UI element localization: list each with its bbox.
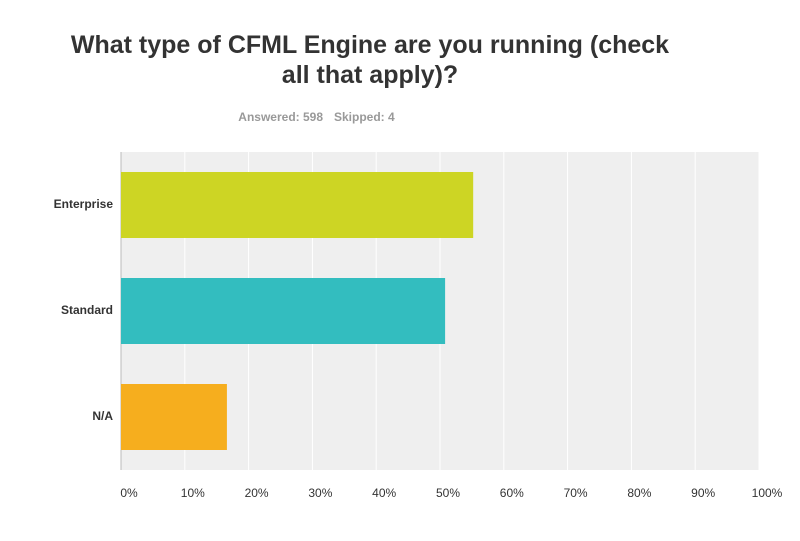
x-tick-label: 30% [308,486,332,500]
bar [121,172,474,238]
y-tick-label: N/A [92,409,113,423]
answered: Answered: 598 [238,110,323,124]
y-tick-label: Standard [61,303,113,317]
x-tick-label: 60% [500,486,524,500]
bar [121,384,227,450]
x-tick-label: 0% [120,486,138,500]
bar [121,278,446,344]
skipped: Skipped: 4 [334,110,395,124]
y-tick-label: Enterprise [54,197,114,211]
x-tick-label: 70% [564,486,588,500]
x-tick-label: 40% [372,486,396,500]
x-tick-label: 80% [627,486,651,500]
chart-title: What type of CFML Engine are you running… [70,31,670,89]
x-tick-label: 10% [181,486,205,500]
x-tick-label: 100% [752,486,783,500]
x-tick-label: 20% [245,486,269,500]
x-tick-label: 50% [436,486,460,500]
x-tick-label: 90% [691,486,715,500]
